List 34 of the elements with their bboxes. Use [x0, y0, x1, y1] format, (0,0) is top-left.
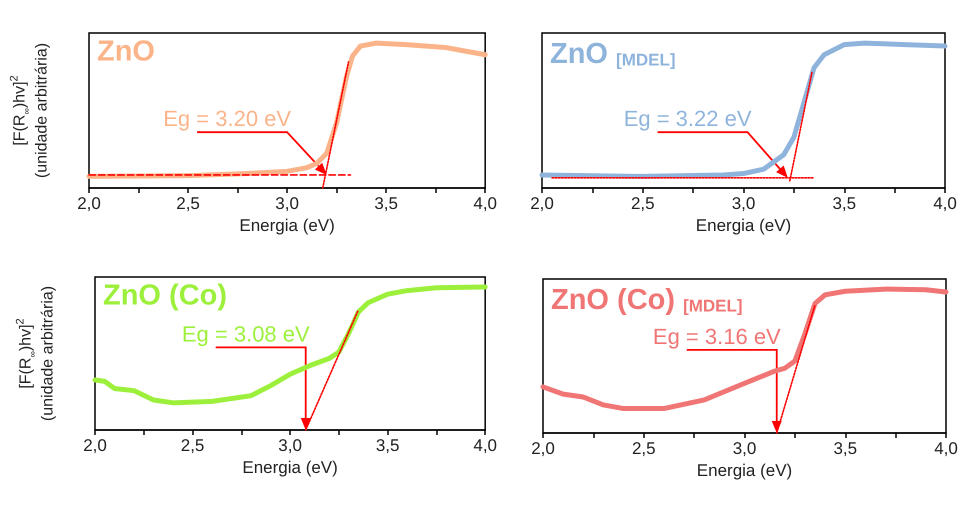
x-tick-label: 2,0 — [77, 194, 101, 213]
chart-title: ZnO (Co) — [103, 280, 228, 312]
annotation: Eg = 3.22 eV — [624, 106, 752, 132]
chart-subtitle: [MDEL] — [683, 296, 743, 316]
x-tick-label: 2,5 — [180, 436, 204, 455]
x-axis-title: Energia (eV) — [696, 460, 792, 480]
annotation: Eg = 3.20 eV — [163, 106, 292, 132]
chart-title: ZnO — [97, 36, 155, 68]
x-tick-label: 3,5 — [374, 194, 398, 213]
x-tick-label: 2,0 — [531, 439, 555, 458]
x-tick-label: 2,0 — [83, 436, 107, 455]
x-tick-label: 4,0 — [934, 439, 958, 458]
x-tick-label: 2,5 — [630, 194, 655, 213]
x-tick-label: 3,0 — [278, 436, 302, 455]
chart-subtitle: [MDEL] — [616, 50, 676, 70]
x-tick-label: 2,5 — [176, 194, 200, 213]
chart-title: ZnO (Co) — [551, 284, 676, 316]
x-tick-label: 4,0 — [473, 436, 498, 455]
x-tick-label: 2,0 — [530, 194, 554, 213]
x-tick-label: 3,5 — [376, 436, 400, 455]
x-axis-title: Energia (eV) — [239, 216, 335, 235]
x-tick-label: 3,0 — [732, 439, 756, 458]
x-axis-title: Energia (eV) — [696, 216, 792, 235]
x-tick-label: 2,5 — [632, 439, 656, 458]
annotation: Eg = 3.08 eV — [182, 321, 310, 346]
x-tick-label: 3,5 — [832, 194, 856, 213]
chart-title: ZnO — [550, 38, 608, 70]
x-tick-label: 3,0 — [275, 194, 299, 213]
x-tick-label: 4,0 — [473, 194, 498, 213]
x-axis-title: Energia (eV) — [242, 458, 338, 477]
x-tick-label: 4,0 — [933, 194, 957, 213]
x-tick-label: 3,5 — [833, 439, 858, 458]
annotation: Eg = 3.16 eV — [652, 324, 782, 349]
x-tick-label: 3,0 — [732, 194, 756, 213]
